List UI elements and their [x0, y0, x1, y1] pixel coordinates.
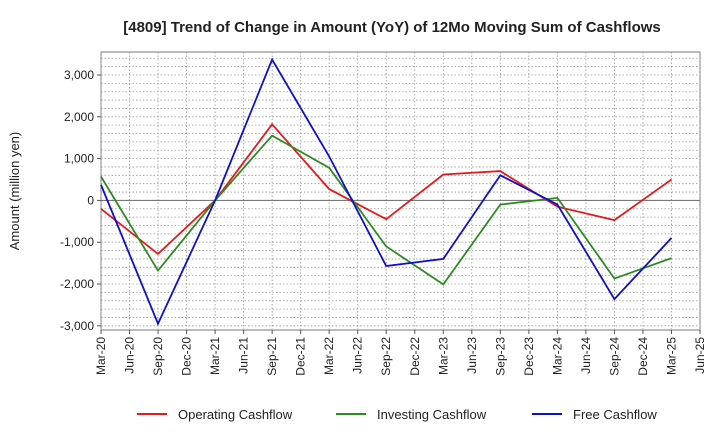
x-tick-label: Dec-24: [636, 337, 650, 376]
x-tick-label: Mar-20: [94, 337, 108, 375]
y-tick-label: -1,000: [60, 235, 94, 249]
x-tick-label: Sep-24: [607, 337, 621, 376]
x-tick-label: Sep-23: [493, 337, 507, 376]
legend: Operating Cashflow Investing Cashflow Free…: [137, 407, 657, 422]
series-lines: [100, 57, 673, 326]
x-tick-label: Dec-20: [180, 337, 194, 376]
legend-label: Free Cashflow: [573, 407, 657, 422]
x-tick-label: Dec-23: [522, 337, 536, 376]
x-tick-label: Mar-22: [322, 337, 336, 375]
x-tick-label: Dec-22: [408, 337, 422, 376]
x-tick-label: Jun-24: [579, 337, 593, 374]
x-tick-label: Sep-22: [379, 337, 393, 376]
y-tick-label: 2,000: [64, 110, 94, 124]
series-line-investing-cashflow: [100, 134, 672, 286]
x-tick-label: Mar-24: [550, 337, 564, 375]
axes: 3,000 2,000 1,000 0 -1,000 -2,000 -3,000Mar-20…: [60, 68, 707, 376]
x-tick-label: Jun-21: [237, 337, 251, 374]
x-tick-label: Dec-21: [294, 337, 308, 376]
x-tick-label: Jun-23: [465, 337, 479, 374]
legend-label: Operating Cashflow: [178, 407, 293, 422]
y-tick-label: 3,000: [64, 68, 94, 82]
plot-frame: [100, 51, 701, 331]
series-line-free-cashflow: [100, 57, 673, 326]
x-tick-label: Sep-21: [265, 337, 279, 376]
y-axis-label: Amount (million yen): [7, 132, 22, 251]
x-tick-label: Jun-20: [123, 337, 137, 374]
y-tick-label: -3,000: [60, 319, 94, 333]
x-tick-label: Sep-20: [151, 337, 165, 376]
legend-label: Investing Cashflow: [377, 407, 487, 422]
x-tick-label: Jun-22: [351, 337, 365, 374]
y-tick-label: -2,000: [60, 277, 94, 291]
grid: [100, 51, 701, 331]
x-tick-label: Mar-21: [208, 337, 222, 375]
y-tick-label: 1,000: [64, 152, 94, 166]
chart-title: [4809] Trend of Change in Amount (YoY) o…: [123, 19, 661, 36]
series-line-operating-cashflow: [100, 122, 673, 256]
x-tick-label: Jun-25: [693, 337, 707, 374]
y-tick-label: 0: [87, 193, 94, 207]
x-tick-label: Mar-23: [436, 337, 450, 375]
x-tick-label: Mar-25: [664, 337, 678, 375]
